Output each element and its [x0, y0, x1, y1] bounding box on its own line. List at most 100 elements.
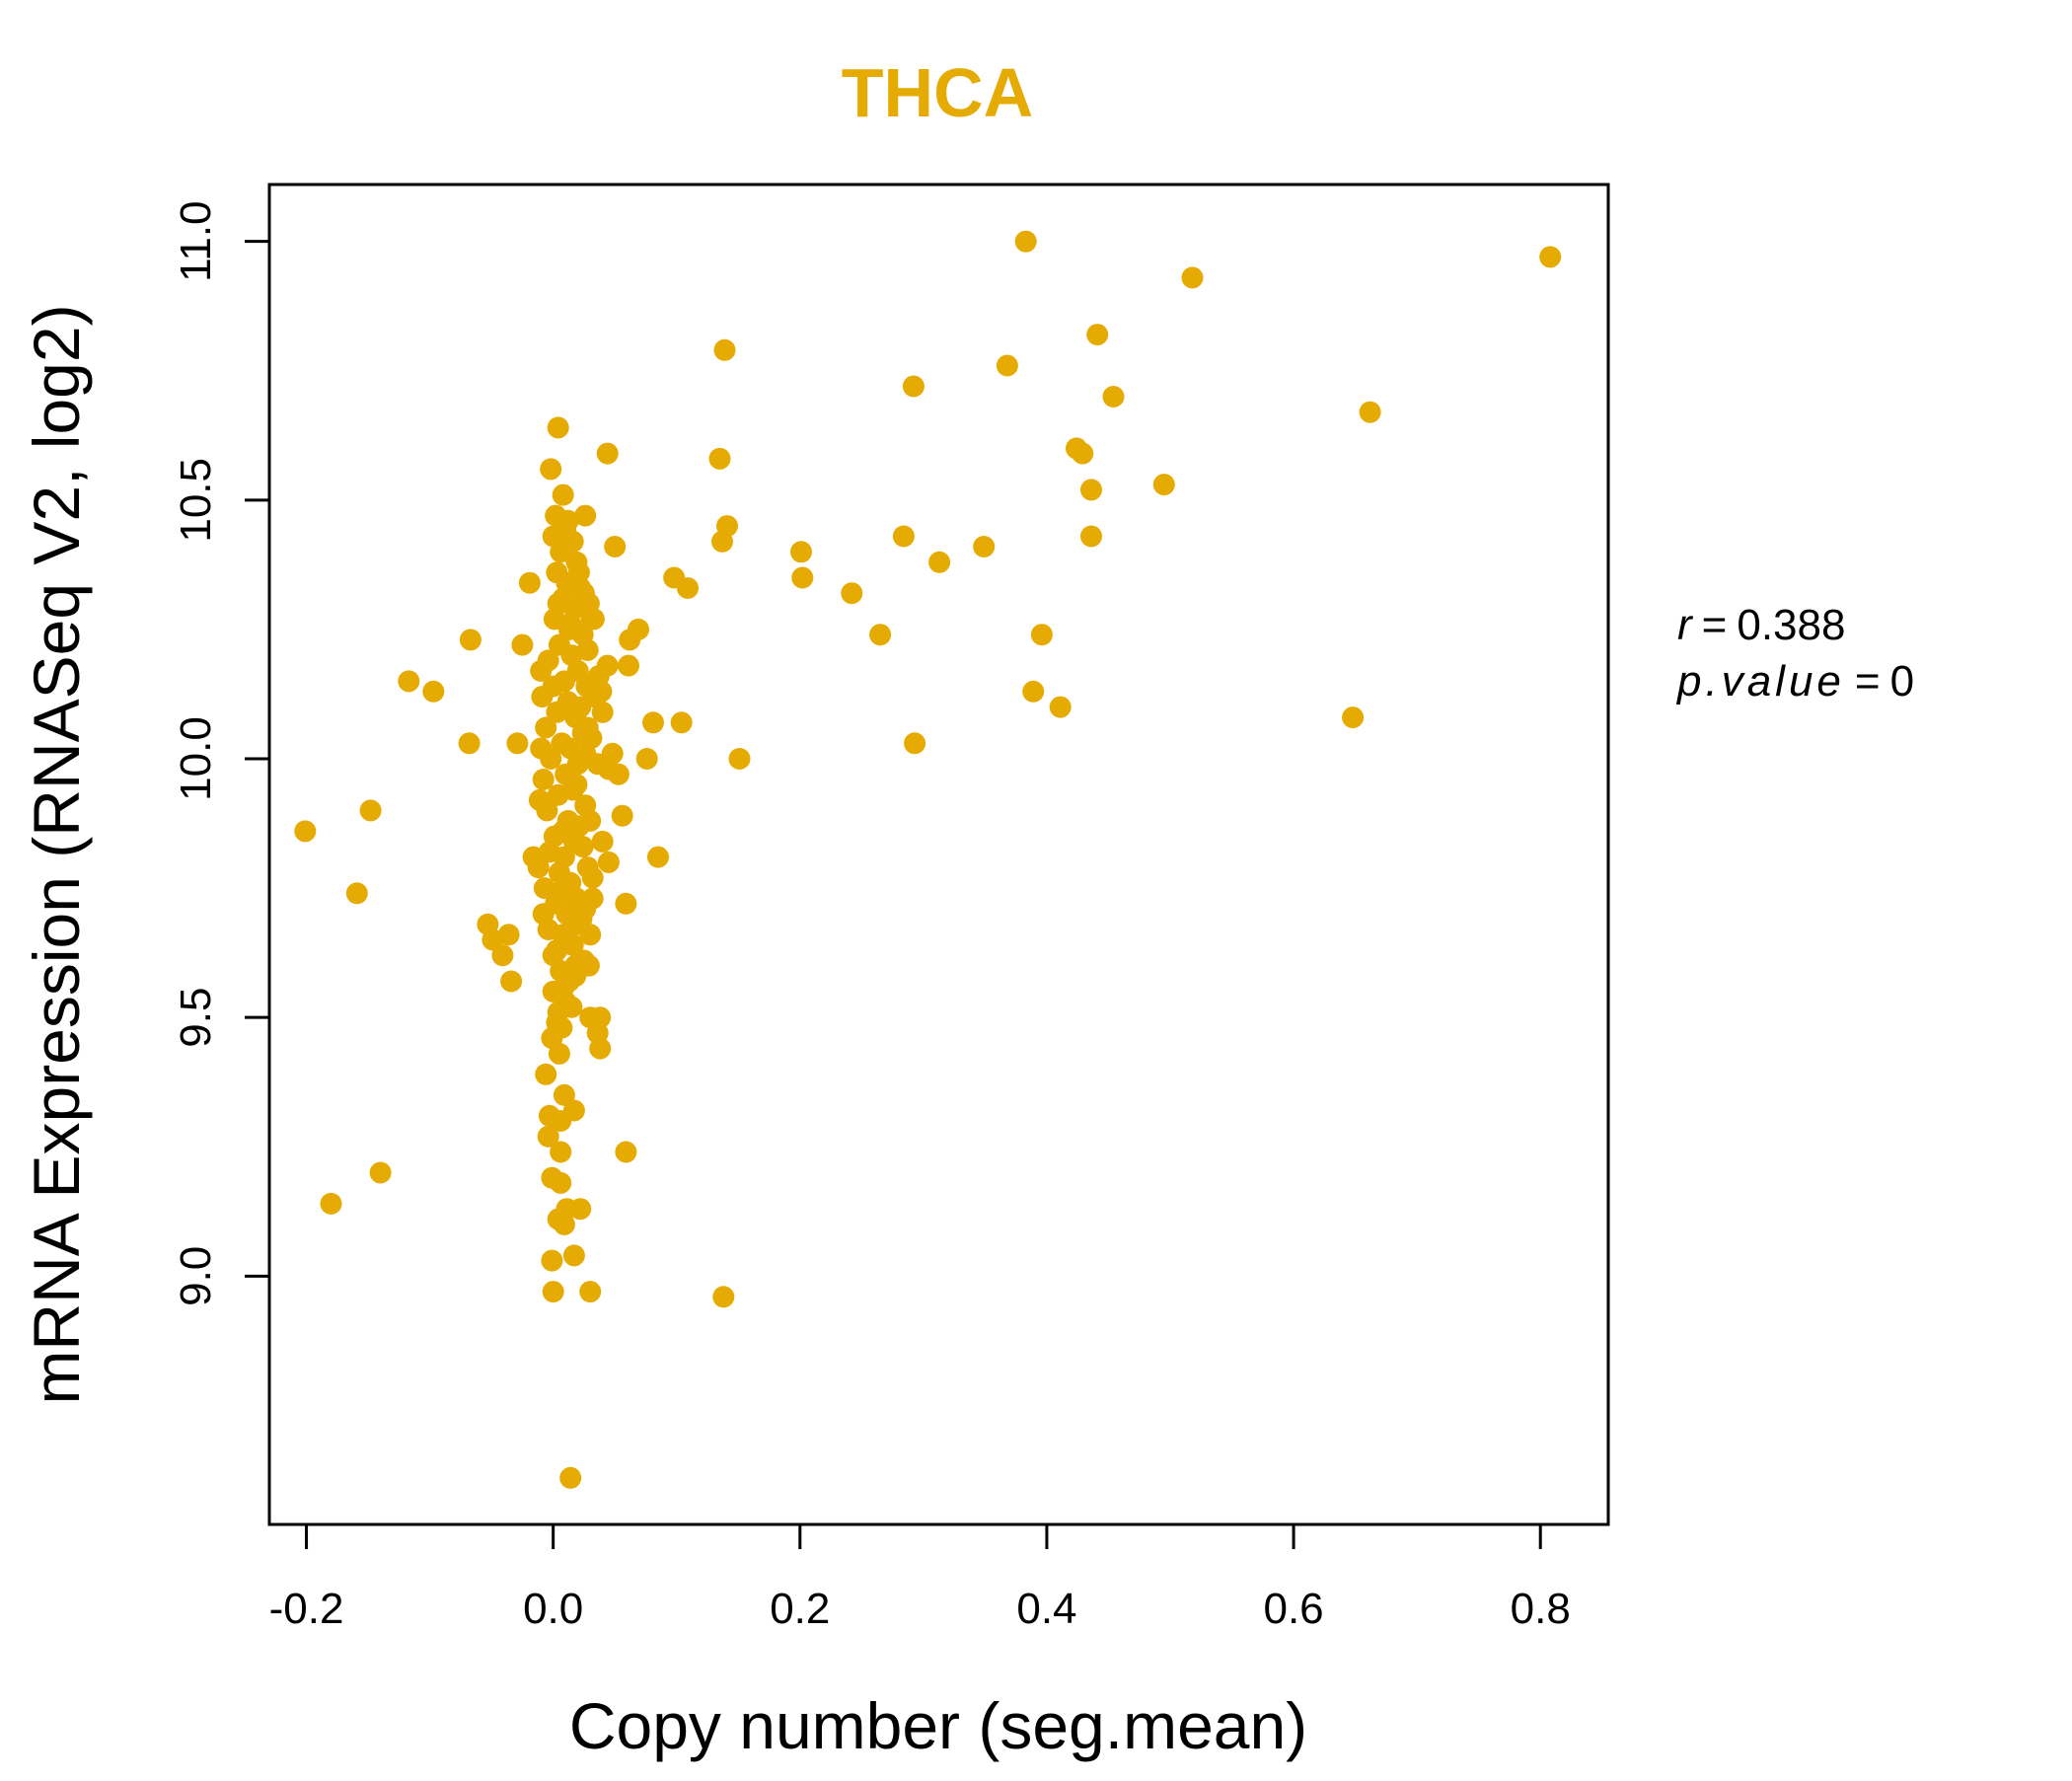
data-point [670, 711, 693, 734]
data-point [546, 882, 568, 905]
r-label: r [1677, 601, 1694, 649]
data-point [562, 1244, 585, 1267]
data-point [1102, 386, 1125, 408]
data-point [579, 924, 602, 946]
data-point [541, 1249, 563, 1272]
y-tick-label: 9.5 [172, 988, 220, 1048]
data-point [500, 970, 523, 993]
data-point [511, 633, 534, 656]
data-point [542, 675, 564, 698]
data-point [579, 809, 602, 832]
data-point [569, 696, 592, 718]
data-point [550, 1171, 572, 1194]
x-tick-label: 0.2 [770, 1585, 830, 1633]
y-axis-label: mRNA Expression (RNASeq V2, log2) [20, 304, 93, 1404]
x-tick-label: 0.0 [523, 1585, 583, 1633]
data-point [615, 1141, 637, 1163]
data-point [559, 613, 582, 635]
data-point [559, 1466, 582, 1489]
x-tick-label: 0.8 [1511, 1585, 1571, 1633]
data-point [1086, 324, 1109, 346]
data-point [553, 975, 575, 998]
data-point [546, 1011, 568, 1034]
data-point [548, 1042, 570, 1065]
x-axis: -0.2 0.0 0.2 0.4 0.6 0.8 [269, 1522, 1571, 1633]
data-point [567, 561, 590, 584]
data-point [565, 774, 588, 796]
data-point [642, 711, 664, 734]
data-point [596, 442, 619, 465]
data-point [604, 536, 627, 557]
data-point [537, 1125, 559, 1148]
y-tick-label: 9.0 [172, 1246, 220, 1306]
data-point [497, 924, 520, 946]
data-point [728, 748, 751, 770]
data-point [902, 375, 925, 398]
data-point [611, 804, 633, 827]
data-point [528, 788, 551, 811]
data-point [542, 944, 564, 967]
y-axis: 9.0 9.5 10.0 10.5 11.0 [172, 200, 271, 1306]
data-point [398, 670, 420, 693]
data-point [506, 732, 529, 755]
data-point [571, 836, 594, 858]
data-point [708, 447, 731, 470]
data-point [560, 996, 583, 1018]
data-point [619, 629, 641, 651]
data-point [569, 1198, 592, 1221]
data-point [1014, 230, 1037, 253]
data-point [491, 944, 514, 967]
data-point [677, 577, 699, 599]
data-point [618, 654, 639, 677]
data-point [1022, 680, 1045, 703]
data-point [542, 1281, 564, 1303]
data-point [589, 1037, 612, 1060]
data-point [458, 732, 481, 755]
data-point [547, 783, 569, 806]
chart-title: THCA [842, 54, 1033, 131]
data-point [904, 732, 926, 755]
data-point [581, 866, 604, 889]
data-point [711, 530, 733, 553]
y-tick-label: 10.0 [172, 716, 220, 801]
data-point [635, 748, 658, 770]
data-point [597, 851, 620, 873]
data-point [530, 659, 553, 682]
data-point [532, 903, 555, 926]
data-point [527, 856, 550, 879]
data-point [535, 716, 557, 739]
data-point [345, 882, 368, 905]
correlation-r-annotation: r = 0.388 [1677, 601, 1845, 649]
data-point [790, 541, 812, 563]
data-point [574, 504, 597, 527]
data-point [841, 582, 863, 605]
data-point [369, 1161, 392, 1184]
data-point [552, 483, 574, 506]
data-point [576, 638, 599, 661]
p-value: 0 [1890, 657, 1914, 705]
data-point [518, 571, 541, 594]
x-tick-label: -0.2 [269, 1585, 344, 1633]
data-point [615, 892, 637, 915]
data-point [547, 416, 569, 439]
data-point [712, 1286, 735, 1308]
data-point [538, 1104, 560, 1127]
data-point [1181, 266, 1204, 289]
x-tick-label: 0.4 [1016, 1585, 1076, 1633]
r-value: 0.388 [1737, 601, 1845, 649]
p-label: p.value [1675, 657, 1845, 705]
data-point [869, 624, 892, 646]
data-point [540, 458, 562, 481]
data-point [1072, 442, 1094, 465]
data-point [359, 799, 382, 822]
p-value-annotation: p.value = 0 [1675, 657, 1914, 705]
y-tick-label: 10.5 [172, 458, 220, 543]
data-point [1030, 624, 1053, 646]
data-point [320, 1192, 342, 1215]
data-point [928, 551, 951, 573]
points-layer [294, 230, 1562, 1489]
data-point [647, 846, 669, 868]
data-point [1342, 706, 1365, 729]
data-point [1359, 401, 1381, 423]
